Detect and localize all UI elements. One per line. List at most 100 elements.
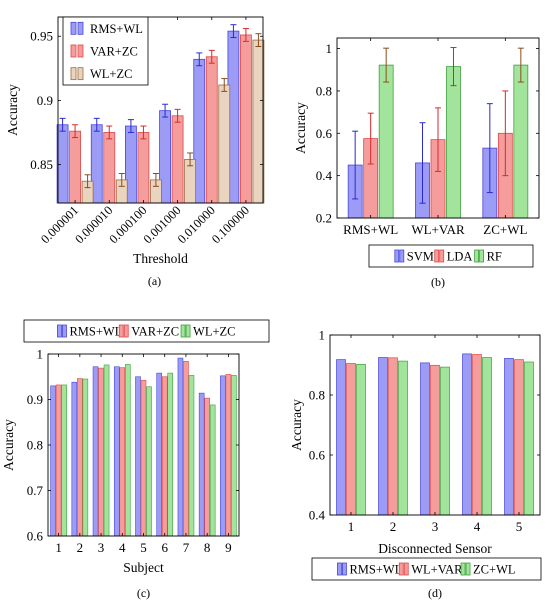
- x-axis-label: Threshold: [133, 251, 188, 266]
- y-tick-label: 1: [37, 347, 44, 362]
- legend-label: RF: [487, 250, 502, 264]
- legend-swatch: [434, 249, 440, 263]
- bar-rms-wl-0-000001: [56, 124, 69, 204]
- bar-rms-wl-3: [420, 362, 430, 516]
- x-axis-label: Disconnected Sensor: [378, 541, 492, 556]
- bar-rf-RMS-WL: [378, 64, 394, 219]
- bar-wl-zc-1: [61, 384, 67, 537]
- legend-swatch: [70, 21, 77, 35]
- x-tick-label: 4: [119, 540, 126, 555]
- legend-swatch: [399, 249, 405, 263]
- y-tick-label: 0.8: [316, 83, 332, 98]
- bar-wl-zc-8: [209, 404, 216, 537]
- y-tick-label: 0.8: [309, 388, 325, 403]
- legend-label: WL+ZC: [90, 67, 132, 81]
- x-tick-label: 5: [140, 540, 147, 555]
- bar-wl-zc-5: [146, 386, 152, 537]
- bar-rms-wl-1: [336, 359, 346, 516]
- x-axis-label: Subject: [123, 560, 164, 575]
- chart-panel-b: 0.2 0.4 0.6 0.8 1 RMS+WL WL+VAR ZC+WL Accuracy (b…: [293, 37, 540, 289]
- bar-rms-wl-2: [71, 381, 78, 537]
- legend: RMS+WL VAR+ZC WL+ZC: [62, 16, 149, 86]
- bar-zc-wl-3: [440, 366, 450, 516]
- bar-var-zc-1: [55, 384, 62, 537]
- legend-swatch: [439, 249, 445, 263]
- bar-rms-wl-8: [198, 392, 205, 537]
- bar-wl-zc-4: [124, 364, 131, 537]
- legend-swatch: [70, 44, 77, 58]
- legend-swatch: [118, 324, 124, 338]
- chart-panel-c: 0.60.70.80.911 2 3 4 5 6 7 8 9AccuracySubject(c)…: [1, 319, 270, 600]
- y-tick-label: 0.9: [27, 392, 43, 407]
- panel-label: (c): [137, 586, 150, 600]
- y-tick-label: 0.8: [27, 438, 43, 453]
- panel-label: (b): [431, 275, 445, 289]
- y-tick-label: 0.6: [309, 448, 326, 463]
- y-tick-label: 0.6: [27, 529, 44, 544]
- y-tick-label: 0.6: [316, 126, 333, 141]
- legend-label: RMS+WL: [69, 325, 122, 339]
- y-tick-label: 0.95: [30, 29, 53, 44]
- bar-var-zc-0-000010: [103, 132, 116, 204]
- legend-swatch: [342, 562, 347, 576]
- legend: SVM LDA RF: [368, 244, 534, 268]
- chart-panel-d: 0.4 0.6 0.8 1 1 2 3 4 5 Accuracy Disconnected Sens…: [289, 328, 542, 600]
- bar-wl-var-3: [430, 364, 440, 516]
- bar-wl-zc-0-100000: [252, 39, 265, 204]
- legend-swatch: [57, 324, 62, 338]
- legend-box: [23, 319, 270, 343]
- bar-rf-WL-VAR: [446, 66, 461, 219]
- bar-var-zc-0-001000: [171, 115, 184, 204]
- x-tick-label: 9: [225, 540, 232, 555]
- bar-rms-wl-9: [220, 375, 226, 537]
- bar-wl-var-1: [346, 363, 356, 516]
- legend: RMS+WL WL+VAR ZC+WL: [311, 557, 542, 581]
- legend-swatch: [77, 67, 84, 81]
- bar-var-zc-0-000001: [69, 130, 81, 204]
- bar-var-zc-7: [183, 360, 189, 537]
- y-tick-label: 0.7: [27, 483, 44, 498]
- bar-rms-wl-6: [156, 372, 163, 537]
- legend-box: [62, 16, 149, 86]
- y-tick-label: 0.85: [30, 157, 53, 172]
- y-axis-label: Accuracy: [1, 419, 16, 471]
- bar-zc-wl-5: [524, 361, 534, 516]
- legend-label: SVM: [407, 250, 434, 264]
- legend-label: RMS+WL: [349, 563, 402, 577]
- bar-zc-wl-2: [398, 360, 408, 516]
- x-tick-label: 0.100000: [209, 203, 252, 246]
- legend-label: RMS+WL: [90, 22, 143, 36]
- bar-wl-zc-3: [103, 364, 110, 537]
- legend-swatch: [474, 249, 480, 263]
- legend-swatch: [62, 324, 67, 338]
- bar-rms-wl-4: [462, 353, 472, 516]
- legend-swatch: [479, 249, 485, 263]
- legend-label: LDA: [447, 250, 473, 264]
- y-tick-label: 1: [326, 41, 333, 56]
- bar-var-zc-0-000100: [137, 132, 150, 204]
- legend-swatch: [77, 21, 84, 35]
- x-tick-label: 1: [55, 540, 62, 555]
- bar-rms-wl-5: [504, 358, 514, 516]
- y-axis-label: Accuracy: [293, 102, 308, 154]
- legend-swatch: [465, 562, 471, 576]
- x-tick-label: WL+VAR: [411, 222, 465, 237]
- legend: RMS+WL VAR+ZC WL+ZC: [23, 319, 270, 343]
- x-tick-label: 2: [390, 519, 397, 534]
- y-tick-label: 1: [319, 328, 326, 343]
- bar-var-zc-4: [119, 367, 126, 537]
- legend-label: VAR+ZC: [90, 45, 138, 59]
- bar-var-zc-6: [161, 376, 168, 537]
- x-tick-label: 7: [183, 540, 190, 555]
- legend-swatch: [70, 67, 77, 81]
- bar-rms-wl-4: [113, 366, 120, 537]
- y-axis-label: Accuracy: [289, 399, 304, 451]
- legend-swatch: [460, 562, 466, 576]
- x-tick-label: 3: [98, 540, 105, 555]
- bar-rms-wl-3: [92, 366, 99, 537]
- legend-label: WL+ZC: [193, 325, 235, 339]
- legend-label: ZC+WL: [473, 563, 515, 577]
- bar-var-zc-9: [225, 374, 232, 537]
- legend-swatch: [185, 324, 191, 338]
- y-tick-label: 0.4: [309, 508, 326, 523]
